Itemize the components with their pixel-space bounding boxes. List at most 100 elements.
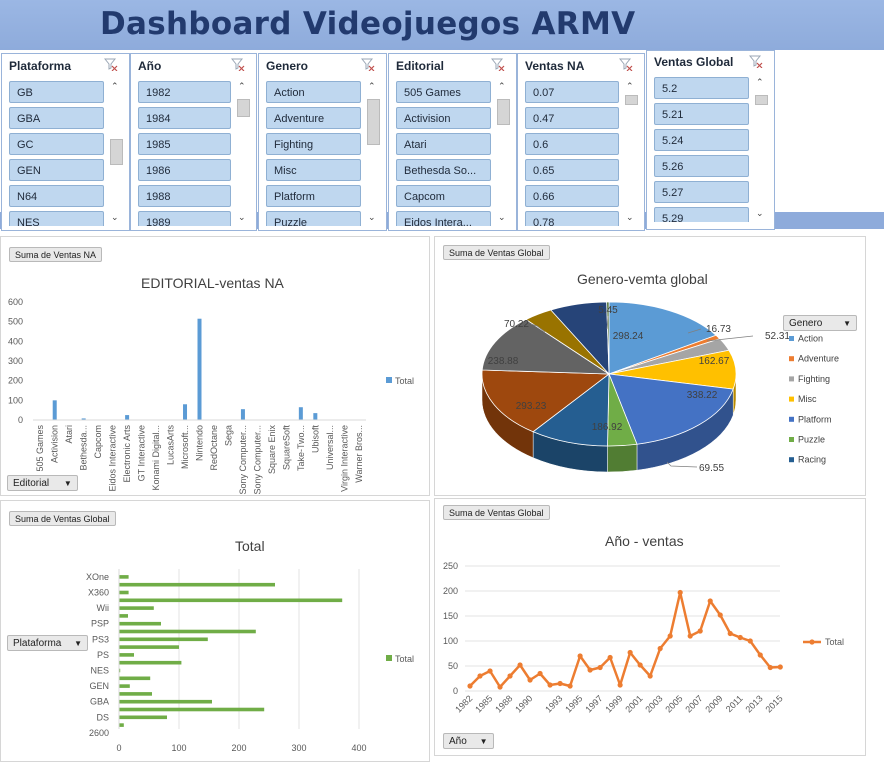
slicer-scrollbar[interactable]: ⌃ ⌄	[235, 81, 250, 223]
field-dropdown-plataforma[interactable]: Plataforma ▼	[7, 635, 89, 651]
slicer-item[interactable]: 0.6	[525, 133, 619, 155]
legend-swatch	[789, 356, 794, 362]
field-dropdown-editorial[interactable]: Editorial ▼	[7, 475, 78, 491]
chart-plataforma-total[interactable]: Suma de Ventas Global Total 0 100 200 300 40…	[0, 500, 430, 762]
slicer-item[interactable]: Platform	[266, 185, 361, 207]
slicer-plataforma[interactable]: Plataforma GB GBA GC GEN N64 NES ⌃ ⌄	[1, 53, 130, 231]
chart-editorial-ventas-na[interactable]: Suma de Ventas NA EDITORIAL-ventas NA 0 1…	[0, 236, 430, 496]
slicer-item[interactable]: Capcom	[396, 185, 491, 207]
field-dropdown-genero[interactable]: Genero ▼	[783, 315, 857, 331]
slicer-item[interactable]: GB	[9, 81, 104, 103]
clear-filter-icon[interactable]	[490, 58, 505, 74]
y-tick-label: 100	[443, 636, 458, 646]
leader-line	[687, 328, 702, 334]
slicer-scrollbar[interactable]: ⌃ ⌄	[753, 77, 768, 219]
scrollbar-thumb[interactable]	[755, 95, 768, 105]
slicer-item[interactable]: 0.47	[525, 107, 619, 129]
chevron-up-icon[interactable]: ⌃	[238, 81, 246, 91]
chevron-up-icon[interactable]: ⌃	[756, 77, 764, 87]
slicer-item[interactable]: Puzzle	[266, 211, 361, 226]
chart-ano-ventas[interactable]: Suma de Ventas Global Año - ventas 0 50 10…	[434, 498, 866, 756]
slicer-item[interactable]: 1988	[138, 185, 231, 207]
slicer-scrollbar[interactable]: ⌃ ⌄	[365, 81, 380, 223]
clear-filter-icon[interactable]	[230, 58, 245, 74]
chevron-up-icon[interactable]: ⌃	[368, 81, 376, 91]
slicer-ventas-global[interactable]: Ventas Global 5.2 5.21 5.24 5.26 5.27 5.29 ⌃ ⌄	[646, 50, 775, 230]
slicer-scrollbar[interactable]: ⌃ ⌄	[623, 81, 638, 223]
chevron-down-icon[interactable]: ⌄	[498, 212, 506, 222]
x-tick-label: 200	[231, 743, 246, 753]
dropdown-arrow-icon: ▼	[74, 639, 83, 648]
scrollbar-thumb[interactable]	[497, 99, 510, 125]
slicer-editorial[interactable]: Editorial 505 Games Activision Atari Bethesd…	[388, 53, 517, 231]
field-button-ventas-global[interactable]: Suma de Ventas Global	[443, 505, 550, 520]
slicer-ventas-na[interactable]: Ventas NA 0.07 0.47 0.6 0.65 0.66 0.78 ⌃ ⌄	[517, 53, 645, 231]
bar	[183, 404, 188, 420]
slicer-item[interactable]: 5.29	[654, 207, 749, 222]
slicer-item[interactable]: 0.65	[525, 159, 619, 181]
slicer-item[interactable]: 1984	[138, 107, 231, 129]
slicer-item[interactable]: Misc	[266, 159, 361, 181]
bar	[119, 707, 265, 712]
y-tick-label: 0	[453, 686, 458, 696]
x-tick-label: 2013	[743, 693, 764, 714]
slicer-item[interactable]: Activision	[396, 107, 491, 129]
slicer-item[interactable]: 5.21	[654, 103, 749, 125]
slicer-item[interactable]: N64	[9, 185, 104, 207]
chevron-up-icon[interactable]: ⌃	[498, 81, 506, 91]
y-tick-label: PS	[97, 650, 109, 660]
field-button-ventas-global[interactable]: Suma de Ventas Global	[443, 245, 550, 260]
scrollbar-thumb[interactable]	[367, 99, 380, 145]
data-point	[587, 667, 593, 673]
slicer-item[interactable]: 1986	[138, 159, 231, 181]
x-tick-label: 1993	[543, 693, 564, 714]
slicer-ano[interactable]: Año 1982 1984 1985 1986 1988 1989 ⌃ ⌄	[130, 53, 257, 231]
x-tick-label: Activision	[50, 425, 60, 463]
chevron-down-icon[interactable]: ⌄	[626, 212, 634, 222]
chevron-down-icon[interactable]: ⌄	[238, 212, 246, 222]
scrollbar-thumb[interactable]	[237, 99, 250, 117]
field-dropdown-ano[interactable]: Año ▼	[443, 733, 494, 749]
slicer-item[interactable]: Bethesda So...	[396, 159, 491, 181]
data-point	[697, 628, 703, 634]
y-tick-label: 250	[443, 561, 458, 571]
clear-filter-icon[interactable]	[103, 58, 118, 74]
x-tick-label: Universal...	[325, 425, 335, 470]
slicer-item[interactable]: 1985	[138, 133, 231, 155]
slicer-item[interactable]: GC	[9, 133, 104, 155]
slicer-item[interactable]: Eidos Intera...	[396, 211, 491, 226]
field-button-ventas-global[interactable]: Suma de Ventas Global	[9, 511, 116, 526]
scrollbar-thumb[interactable]	[625, 95, 638, 105]
chevron-up-icon[interactable]: ⌃	[111, 81, 119, 91]
scrollbar-thumb[interactable]	[110, 139, 123, 165]
slicer-item[interactable]: GBA	[9, 107, 104, 129]
field-button-ventas-na[interactable]: Suma de Ventas NA	[9, 247, 103, 262]
slicer-item[interactable]: GEN	[9, 159, 104, 181]
slicer-item[interactable]: 5.24	[654, 129, 749, 151]
slicer-item[interactable]: Adventure	[266, 107, 361, 129]
slicer-item[interactable]: 5.26	[654, 155, 749, 177]
slicer-item[interactable]: 0.07	[525, 81, 619, 103]
slicer-item[interactable]: 0.78	[525, 211, 619, 226]
chevron-down-icon[interactable]: ⌄	[111, 212, 119, 222]
chart-genero-venta-global[interactable]: Suma de Ventas Global Genero-vemta globa…	[434, 236, 866, 496]
slicer-scrollbar[interactable]: ⌃ ⌄	[108, 81, 123, 223]
slicer-scrollbar[interactable]: ⌃ ⌄	[495, 81, 510, 223]
chevron-down-icon[interactable]: ⌄	[368, 212, 376, 222]
slicer-item[interactable]: Action	[266, 81, 361, 103]
slicer-item[interactable]: 1989	[138, 211, 231, 226]
slicer-item[interactable]: 0.66	[525, 185, 619, 207]
slicer-item[interactable]: NES	[9, 211, 104, 226]
slicer-item[interactable]: 1982	[138, 81, 231, 103]
clear-filter-icon[interactable]	[360, 58, 375, 74]
slicer-item[interactable]: 5.27	[654, 181, 749, 203]
clear-filter-icon[interactable]	[618, 58, 633, 74]
slicer-item[interactable]: Atari	[396, 133, 491, 155]
slicer-item[interactable]: Fighting	[266, 133, 361, 155]
chevron-up-icon[interactable]: ⌃	[626, 81, 634, 91]
clear-filter-icon[interactable]	[748, 55, 763, 71]
slicer-genero[interactable]: Genero Action Adventure Fighting Misc Platfor…	[258, 53, 387, 231]
slicer-item[interactable]: 505 Games	[396, 81, 491, 103]
slicer-item[interactable]: 5.2	[654, 77, 749, 99]
chevron-down-icon[interactable]: ⌄	[756, 208, 764, 218]
